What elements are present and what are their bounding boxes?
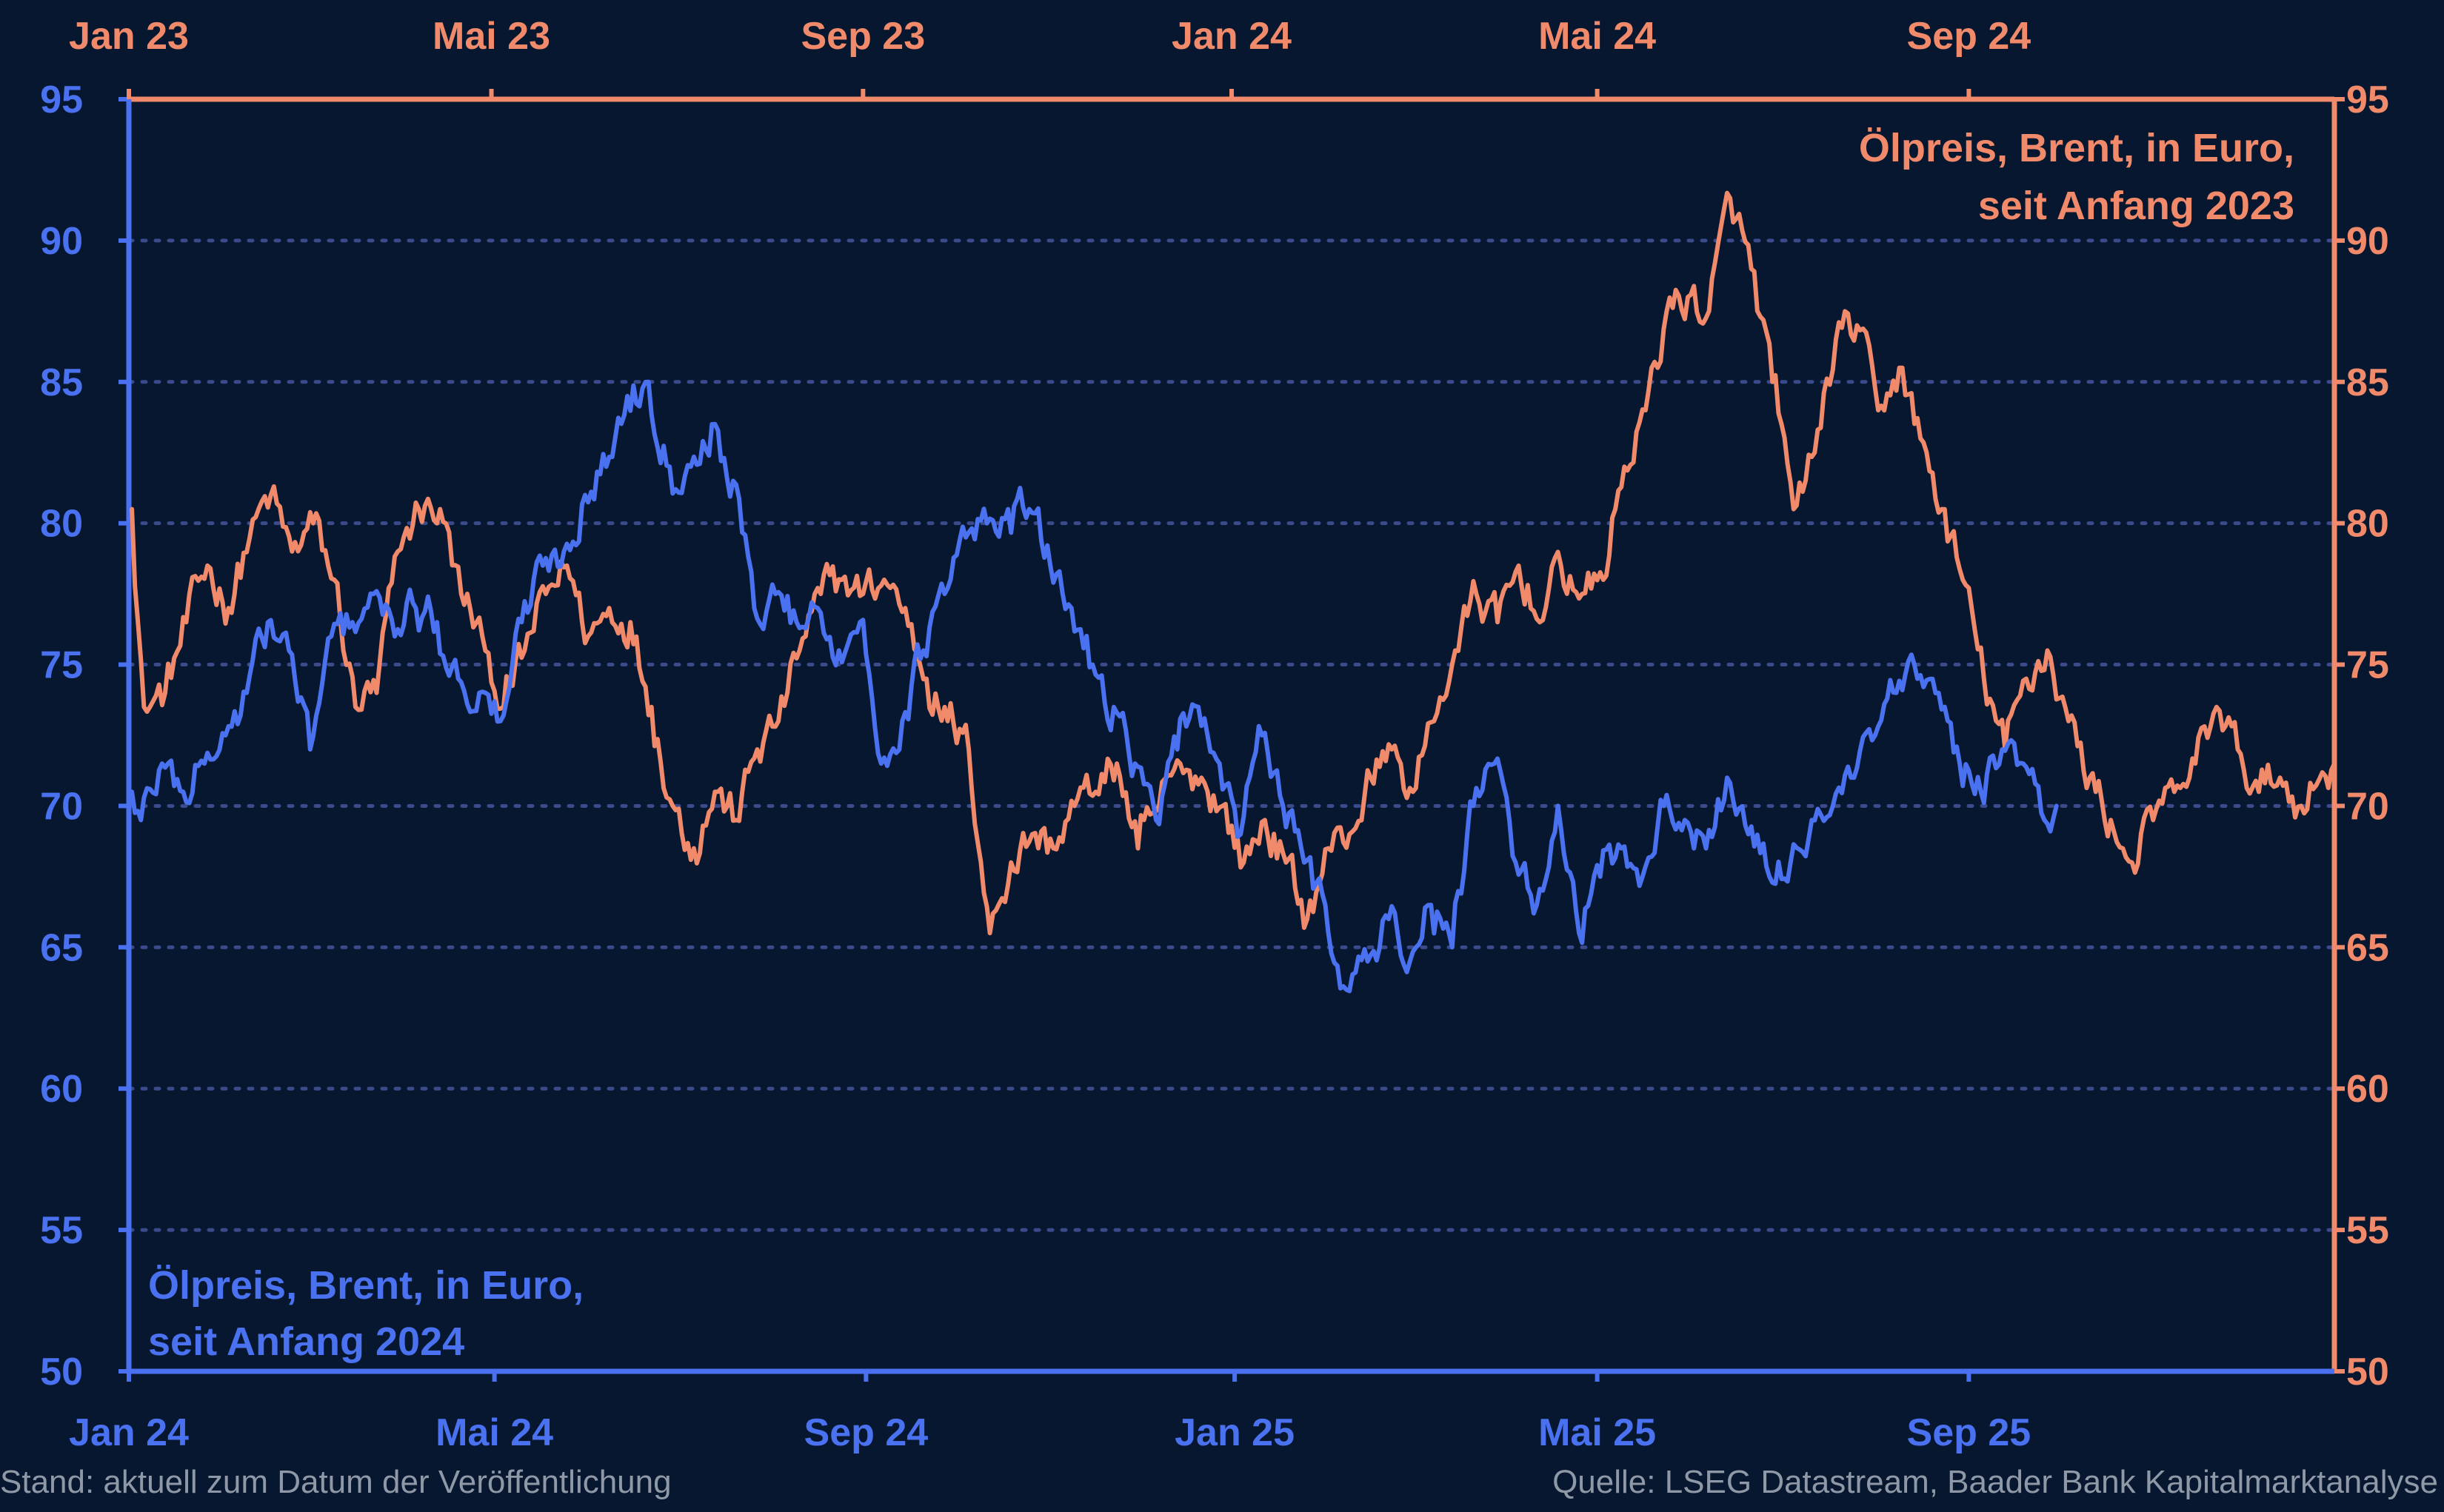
- y-tick-right-0: 95: [2346, 78, 2389, 121]
- x-tick-bottom-3: Jan 25: [1175, 1411, 1295, 1454]
- x-tick-top-4: Mai 24: [1538, 15, 1656, 58]
- x-tick-top-3: Jan 24: [1172, 15, 1292, 58]
- legend-blue-line2: seit Anfang 2024: [148, 1319, 464, 1364]
- y-tick-right-2: 85: [2346, 361, 2389, 404]
- y-tick-left-1: 90: [40, 220, 83, 263]
- y-tick-left-0: 95: [40, 78, 83, 121]
- x-tick-bottom-2: Sep 24: [804, 1411, 929, 1454]
- x-tick-top-5: Sep 24: [1907, 15, 2031, 58]
- y-tick-right-7: 60: [2346, 1068, 2389, 1111]
- series-group: [130, 190, 2337, 994]
- y-tick-right-6: 65: [2346, 926, 2389, 969]
- series-line-orange-2023: [130, 190, 2337, 936]
- y-tick-right-9: 50: [2346, 1351, 2389, 1394]
- y-tick-left-3: 80: [40, 503, 83, 546]
- x-tick-bottom-0: Jan 24: [69, 1411, 189, 1454]
- footer-left: Stand: aktuell zum Datum der Veröffentli…: [0, 1464, 672, 1500]
- y-tick-right-1: 90: [2346, 220, 2389, 263]
- y-tick-left-6: 65: [40, 926, 83, 969]
- y-tick-left-4: 75: [40, 644, 83, 687]
- y-tick-left-5: 70: [40, 785, 83, 828]
- legend-orange-line1: Ölpreis, Brent, in Euro,: [1859, 126, 2294, 170]
- footer-right: Quelle: LSEG Datastream, Baader Bank Kap…: [1552, 1464, 2438, 1500]
- y-tick-right-5: 70: [2346, 785, 2389, 828]
- legend-orange-line2: seit Anfang 2023: [1978, 184, 2294, 228]
- y-tick-right-8: 55: [2346, 1209, 2389, 1252]
- y-tick-right-4: 75: [2346, 644, 2389, 687]
- tick-labels: 95 95 90 90 85 85 80 80 75 75 70 70 65 65 60 60 55 55 50 50…: [40, 15, 2389, 1454]
- x-tick-top-0: Jan 23: [69, 15, 189, 58]
- x-tick-top-1: Mai 23: [433, 15, 550, 58]
- y-tick-left-8: 55: [40, 1209, 83, 1252]
- y-tick-left-7: 60: [40, 1068, 83, 1111]
- series-line-blue-2024: [130, 379, 2059, 994]
- legends: Ölpreis, Brent, in Euro, seit Anfang 202…: [148, 126, 2294, 1364]
- x-tick-bottom-5: Sep 25: [1907, 1411, 2031, 1454]
- grid: [127, 238, 2337, 1232]
- axes: [118, 89, 2345, 1382]
- x-tick-bottom-1: Mai 24: [435, 1411, 553, 1454]
- y-tick-left-2: 85: [40, 361, 83, 404]
- y-tick-left-9: 50: [40, 1351, 83, 1394]
- y-tick-right-3: 80: [2346, 503, 2389, 546]
- legend-blue-line1: Ölpreis, Brent, in Euro,: [148, 1263, 584, 1308]
- x-tick-bottom-4: Mai 25: [1538, 1411, 1656, 1454]
- x-tick-top-2: Sep 23: [801, 15, 925, 58]
